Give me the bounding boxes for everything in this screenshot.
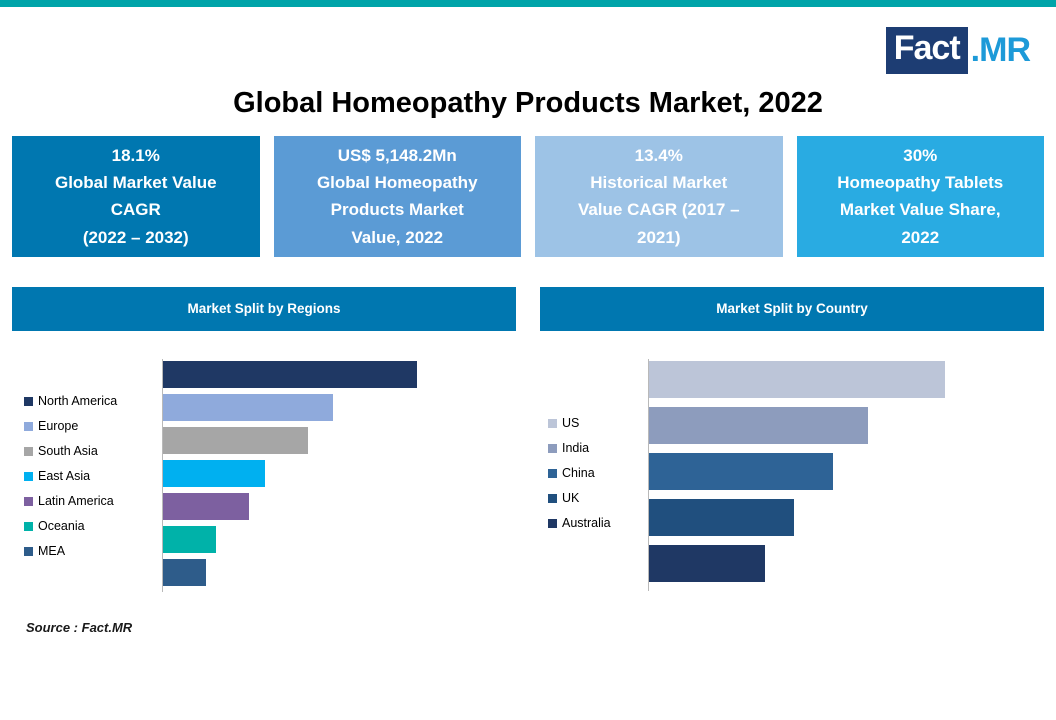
legend-item: North America: [24, 389, 162, 414]
legend-swatch: [24, 521, 33, 531]
legend-item: US: [548, 411, 648, 436]
legend-label: North America: [38, 394, 118, 409]
legend-item: Oceania: [24, 514, 162, 539]
charts-row: Market Split by Regions North America Eur…: [0, 286, 1056, 592]
chart-country-header: Market Split by Country: [540, 286, 1044, 331]
legend-label: India: [562, 441, 590, 456]
bar-india: [649, 406, 869, 444]
legend-label: Oceania: [38, 519, 85, 534]
stat-box-tablets-share: 30% Homeopathy Tablets Market Value Shar…: [796, 136, 1044, 257]
bar-china: [649, 452, 833, 490]
bar-mea: [163, 558, 207, 586]
legend-item: Europe: [24, 414, 162, 439]
legend-label: East Asia: [38, 469, 91, 484]
legend-item: China: [548, 461, 648, 486]
infographic-page: Fact .MR Global Homeopathy Products Marke…: [0, 0, 1056, 635]
legend-label: South Asia: [38, 444, 98, 459]
legend-label: MEA: [38, 544, 66, 559]
bar-latin-america: [163, 492, 250, 520]
legend-swatch: [548, 418, 557, 428]
top-accent-bar: [0, 0, 1056, 7]
chart-country-legend: US India China UK Australia: [540, 359, 648, 591]
header: Fact .MR: [0, 7, 1056, 83]
chart-regions-body: North America Europe South Asia East Asia La…: [12, 358, 516, 592]
bar-us: [649, 360, 946, 398]
legend-label: China: [562, 466, 595, 481]
legend-swatch: [24, 546, 33, 556]
source-note: Source : Fact.MR: [26, 619, 133, 635]
bar-europe: [163, 393, 334, 421]
stat-boxes-row: 18.1% Global Market Value CAGR (2022 – 2…: [0, 136, 1056, 257]
legend-item: Australia: [548, 511, 648, 536]
chart-regions: Market Split by Regions North America Eur…: [12, 286, 516, 592]
legend-label: Australia: [562, 516, 611, 531]
legend-item: UK: [548, 486, 648, 511]
chart-country: Market Split by Country US India China UK Au…: [540, 286, 1044, 592]
legend-item: MEA: [24, 539, 162, 564]
legend-swatch: [24, 396, 33, 406]
legend-swatch: [24, 471, 33, 481]
chart-country-plot: [648, 358, 1044, 591]
stat-box-market-value: US$ 5,148.2Mn Global Homeopathy Products…: [273, 136, 521, 257]
bar-north-america: [163, 360, 418, 388]
legend-item: East Asia: [24, 464, 162, 489]
brand-logo: Fact .MR: [885, 27, 1031, 74]
bar-uk: [649, 498, 795, 536]
legend-label: Europe: [38, 419, 79, 434]
chart-regions-legend: North America Europe South Asia East Asia La…: [12, 359, 162, 592]
legend-item: South Asia: [24, 439, 162, 464]
stat-box-global-cagr: 18.1% Global Market Value CAGR (2022 – 2…: [12, 136, 260, 257]
stat-box-historical-cagr: 13.4% Historical Market Value CAGR (2017…: [535, 136, 783, 257]
chart-country-body: US India China UK Australia: [540, 358, 1044, 591]
legend-swatch: [548, 443, 557, 453]
brand-logo-fact: Fact: [885, 27, 968, 74]
legend-label: US: [562, 416, 580, 431]
legend-swatch: [24, 421, 33, 431]
legend-label: Latin America: [38, 494, 114, 509]
legend-swatch: [548, 493, 557, 503]
chart-regions-plot: [162, 358, 516, 592]
page-title: Global Homeopathy Products Market, 2022: [233, 87, 823, 119]
legend-swatch: [24, 446, 33, 456]
legend-label: UK: [562, 491, 580, 506]
legend-item: India: [548, 436, 648, 461]
bar-east-asia: [163, 459, 265, 487]
bar-oceania: [163, 525, 217, 553]
bar-australia: [649, 544, 765, 582]
chart-regions-header: Market Split by Regions: [12, 286, 516, 331]
legend-item: Latin America: [24, 489, 162, 514]
legend-swatch: [24, 496, 33, 506]
bar-south-asia: [163, 426, 308, 454]
legend-swatch: [548, 468, 557, 478]
legend-swatch: [548, 518, 557, 528]
brand-logo-mr: .MR: [970, 31, 1031, 69]
